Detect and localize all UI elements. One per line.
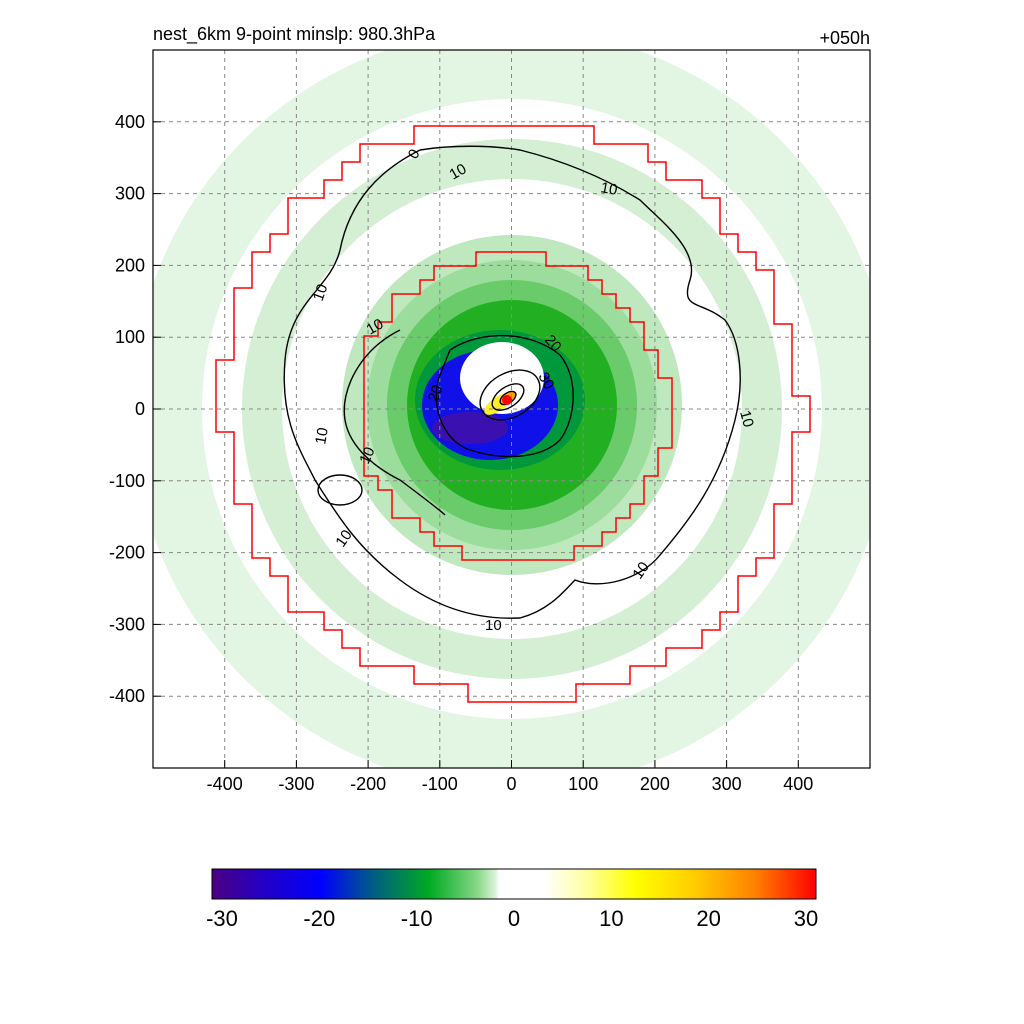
- y-tick-label: -300: [109, 614, 145, 634]
- colorbar-tick-label: -30: [206, 906, 238, 931]
- contour-30: [479, 369, 541, 421]
- contour-label: 10: [485, 617, 502, 634]
- colorbar-labels: -30 -20 -10 0 10 20 30: [206, 906, 818, 931]
- x-axis: -400 -300 -200 -100 0 100 200 300 400: [207, 760, 813, 794]
- x-tick-label: 100: [568, 774, 598, 794]
- colorbar-tick-label: -20: [303, 906, 335, 931]
- x-tick-label: 0: [506, 774, 516, 794]
- colorbar-tick-label: -10: [401, 906, 433, 931]
- plot-area: 10 10 10 10 10 10 10 10 10 10 20 20 30 0: [153, 50, 870, 768]
- y-tick-label: 300: [115, 184, 145, 204]
- forecast-hour-label: +050h: [819, 28, 870, 48]
- y-axis: 400 300 200 100 0 -100 -200 -300 -400: [109, 112, 161, 706]
- contour-label: 10: [312, 426, 332, 445]
- contour-10-outer: [283, 145, 741, 619]
- y-tick-label: -400: [109, 686, 145, 706]
- contour-label: 10: [599, 179, 618, 199]
- chart-title: nest_6km 9-point minslp: 980.3hPa: [153, 24, 436, 45]
- contour-label: 10: [332, 527, 355, 550]
- inner-nest-boundary: [363, 251, 673, 561]
- contour-label: 10: [364, 315, 387, 338]
- contour-10-inner: [343, 329, 446, 516]
- colorbar-tick-label: 20: [696, 906, 720, 931]
- contour-label: 20: [425, 383, 447, 404]
- x-tick-label: 200: [640, 774, 670, 794]
- core-purple: [432, 412, 508, 444]
- x-tick-label: 400: [783, 774, 813, 794]
- y-tick-label: -200: [109, 543, 145, 563]
- x-tick-label: -200: [350, 774, 386, 794]
- x-tick-label: -400: [207, 774, 243, 794]
- contour-label: 30: [535, 370, 558, 393]
- colorbar-tick-label: 10: [599, 906, 623, 931]
- contour-label: 10: [356, 444, 378, 466]
- contour-label: 10: [310, 282, 332, 303]
- y-tick-label: 400: [115, 112, 145, 132]
- contour-40: [491, 383, 525, 411]
- y-tick-label: 0: [135, 399, 145, 419]
- contour-lines: [283, 145, 741, 619]
- colorbar-tick-label: 0: [508, 906, 520, 931]
- contour-label: 10: [447, 160, 470, 183]
- contour-20: [435, 334, 574, 458]
- x-tick-label: -300: [278, 774, 314, 794]
- y-tick-label: 200: [115, 255, 145, 275]
- x-tick-label: -100: [422, 774, 458, 794]
- colorbar-tick-label: 30: [794, 906, 818, 931]
- contour-label: 10: [736, 409, 757, 430]
- colorbar: -30 -20 -10 0 10 20 30: [206, 868, 818, 931]
- contour-label: 10: [629, 559, 652, 582]
- storm-center-marker: [502, 395, 512, 405]
- y-tick-label: -100: [109, 471, 145, 491]
- outer-nest-boundary: [215, 125, 811, 703]
- y-tick-label: 100: [115, 327, 145, 347]
- contour-10-island: [317, 474, 363, 506]
- x-tick-label: 300: [712, 774, 742, 794]
- colorbar-gradient: [211, 868, 817, 900]
